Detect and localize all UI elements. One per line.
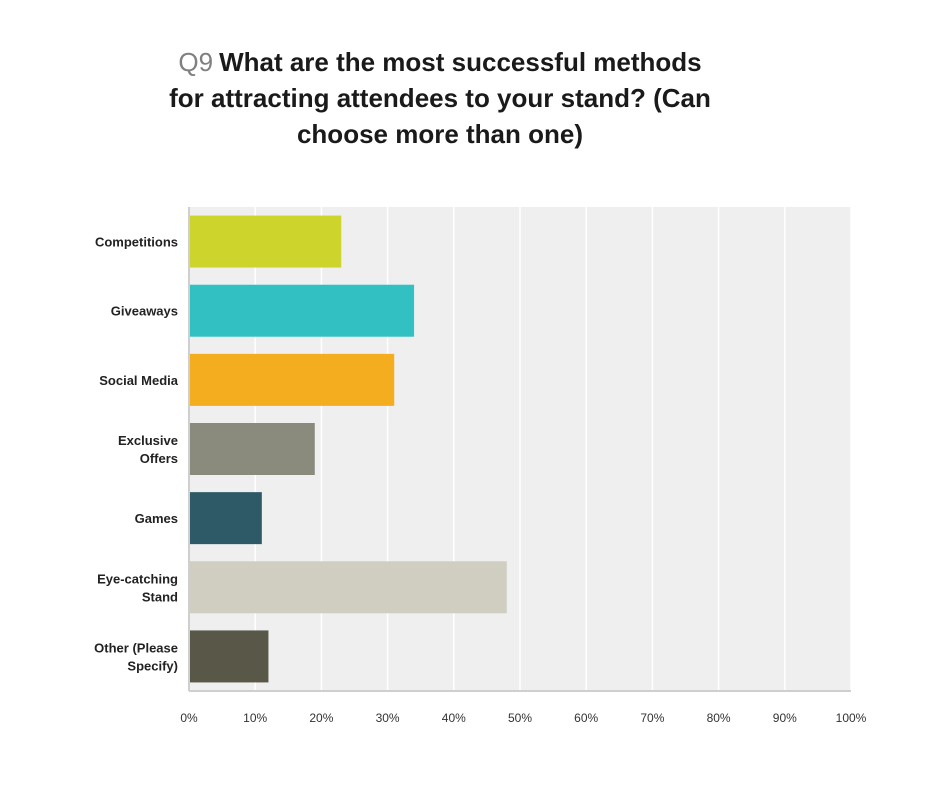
bars xyxy=(189,215,507,683)
bar xyxy=(189,630,269,683)
category-labels: Competitions Giveaways Social Media Exclusi… xyxy=(94,235,179,674)
bar xyxy=(189,492,262,545)
x-tick-label: 100% xyxy=(836,711,867,725)
x-tick-label: 90% xyxy=(773,711,797,725)
category-label: Other (Please xyxy=(94,640,178,655)
x-tick-label: 80% xyxy=(707,711,731,725)
x-tick-label: 0% xyxy=(180,711,198,725)
x-tick-label: 50% xyxy=(508,711,532,725)
bar xyxy=(189,215,342,268)
question-number: Q9 xyxy=(178,47,214,77)
x-tick-label: 20% xyxy=(309,711,333,725)
category-label: Specify) xyxy=(127,658,178,673)
bar xyxy=(189,561,507,614)
x-tick-label: 60% xyxy=(574,711,598,725)
bar xyxy=(189,284,415,337)
category-label: Games xyxy=(135,511,178,526)
category-label: Exclusive xyxy=(118,433,178,448)
bar xyxy=(189,423,315,475)
title-line-2: for attracting attendees to your stand? … xyxy=(169,83,711,113)
category-label: Competitions xyxy=(95,235,178,250)
x-tick-label: 40% xyxy=(442,711,466,725)
title-line-3: choose more than one) xyxy=(296,119,584,149)
x-tick-labels: 0% 10% 20% 30% 40% 50% 60% 70% 80% 90% 100% xyxy=(180,711,866,725)
category-label: Giveaways xyxy=(111,304,178,319)
x-tick-label: 30% xyxy=(376,711,400,725)
chart-title: Q9 What are the most successful methods f… xyxy=(140,44,740,152)
x-tick-label: 70% xyxy=(640,711,664,725)
bar xyxy=(189,353,395,406)
category-label: Social Media xyxy=(99,373,179,388)
x-tick-label: 10% xyxy=(243,711,267,725)
category-label: Offers xyxy=(140,451,178,466)
title-line-1: What are the most successful methods xyxy=(219,47,702,77)
category-label: Eye-catching xyxy=(97,571,178,586)
category-label: Stand xyxy=(142,589,178,604)
